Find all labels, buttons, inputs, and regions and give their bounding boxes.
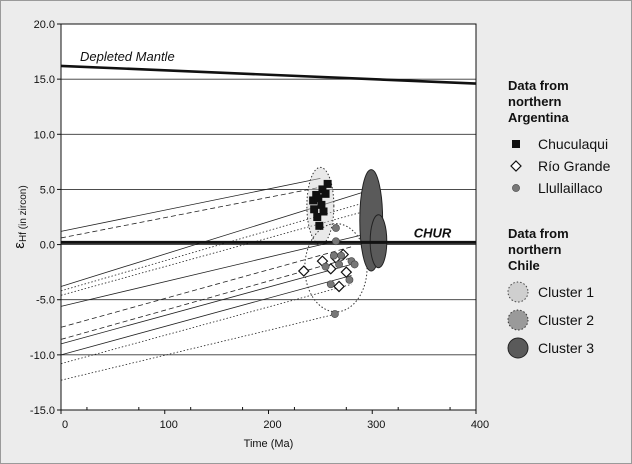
legend-group-title: Chile <box>508 258 540 273</box>
evolution-line <box>60 246 352 328</box>
evolution-line <box>60 186 321 239</box>
point-rogrande <box>297 265 310 277</box>
legend-group-title: northern <box>508 94 562 109</box>
point-llullaillaco <box>330 310 339 318</box>
legend-marker <box>507 337 529 359</box>
y-tick-label: 0.0 <box>40 240 55 252</box>
legend-item-label: Cluster 2 <box>538 312 594 328</box>
legend-marker <box>507 309 529 331</box>
depleted-mantle-line <box>60 64 477 85</box>
y-tick-label: 10.0 <box>34 129 55 141</box>
x-axis-label: Time (Ma) <box>244 438 294 450</box>
point-llullaillaco <box>326 280 335 289</box>
evolution-line <box>60 283 352 365</box>
x-tick-label: 0 <box>62 419 68 431</box>
reference-lines <box>60 64 477 244</box>
y-tick-label: 20.0 <box>34 19 55 31</box>
point-rogrande <box>333 280 345 293</box>
point-chuculaqui <box>321 189 330 198</box>
data-points <box>297 179 359 318</box>
point-chuculaqui <box>323 179 332 188</box>
legend-marker <box>512 140 520 148</box>
point-chuculaqui <box>315 221 324 230</box>
point-rogrande <box>340 266 353 278</box>
point-chuculaqui <box>313 213 322 221</box>
y-tick-label: 5.0 <box>40 184 55 196</box>
legend-group-title: Argentina <box>508 110 569 125</box>
point-llullaillaco <box>345 275 354 284</box>
point-llullaillaco <box>332 237 340 246</box>
point-llullaillaco <box>337 251 346 260</box>
y-axis-label-subscript: Hf (in zircon) <box>18 185 29 242</box>
x-tick-label: 300 <box>367 419 385 431</box>
point-llullaillaco <box>329 251 338 260</box>
legend-item-label: Llullaillaco <box>538 180 603 196</box>
y-tick-label: -5.0 <box>36 295 55 307</box>
legend-marker <box>507 281 529 303</box>
legend-group-title: northern <box>508 242 562 257</box>
evolution-lines <box>60 178 378 381</box>
y-tick-label: -15.0 <box>30 405 55 417</box>
point-llullaillaco <box>350 260 359 269</box>
gridlines <box>61 78 476 356</box>
depleted-mantle-label: Depleted Mantle <box>80 49 175 64</box>
point-chuculaqui <box>309 196 318 205</box>
legend-item-label: Cluster 3 <box>538 340 594 356</box>
legend-marker <box>512 184 520 192</box>
point-llullaillaco <box>321 262 330 271</box>
x-tick-label: 400 <box>471 419 489 431</box>
x-tick-label: 100 <box>160 419 178 431</box>
x-tick-label: 200 <box>263 419 281 431</box>
legend-item-label: Cluster 1 <box>538 284 594 300</box>
point-chuculaqui <box>314 194 323 203</box>
chur-label: CHUR <box>414 225 452 240</box>
point-chuculaqui <box>310 205 319 214</box>
evolution-line <box>60 275 352 356</box>
evolution-line <box>60 208 373 296</box>
y-axis-label: εHf (in zircon) <box>11 185 29 248</box>
legend-group-title: Data from <box>508 226 569 241</box>
evolution-line <box>60 264 352 345</box>
point-llullaillaco <box>335 260 343 269</box>
evolution-line <box>60 313 337 381</box>
axis-ticks: 20.0 15.0 10.0 5.0 0.0 -5.0 -10.0 -15.0 0 100 200 3… <box>30 19 489 431</box>
y-axis-label-symbol: ε <box>11 242 28 249</box>
point-chuculaqui <box>319 207 328 216</box>
legend-item-label: Chuculaqui <box>538 136 608 152</box>
svg-text:εHf (in zircon): εHf (in zircon) <box>11 185 29 248</box>
point-llullaillaco <box>332 224 340 232</box>
point-chuculaqui <box>318 185 327 194</box>
y-tick-label: -10.0 <box>30 350 55 362</box>
legend: Data fromnorthernArgentinaChuculaquiRío … <box>507 78 611 359</box>
y-tick-label: 15.0 <box>34 74 55 86</box>
evolution-line <box>60 178 321 232</box>
point-chuculaqui <box>317 200 326 209</box>
legend-item-label: Río Grande <box>538 158 611 174</box>
legend-group-title: Data from <box>508 78 569 93</box>
legend-marker <box>510 160 522 172</box>
